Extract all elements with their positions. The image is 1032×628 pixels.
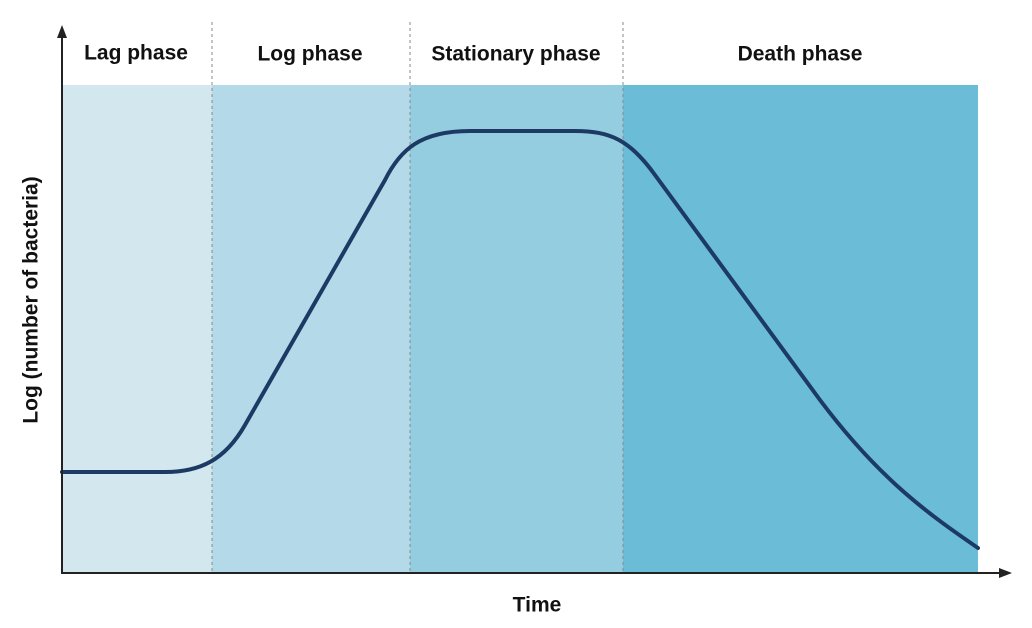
phase-label: Stationary phase <box>431 43 600 66</box>
lag-region <box>62 85 212 573</box>
axes <box>61 36 1000 574</box>
phase-label: Log phase <box>257 43 362 66</box>
death-region <box>623 85 978 573</box>
phase-dividers <box>211 22 624 573</box>
phase-label: Lag phase <box>84 42 188 65</box>
log-region <box>212 85 410 573</box>
growth-curve <box>60 129 980 550</box>
stationary-region <box>410 85 623 573</box>
phase-label: Death phase <box>738 43 863 66</box>
x-axis-label: Time <box>513 594 562 617</box>
x-axis-arrow <box>999 568 1012 578</box>
y-axis-arrow <box>57 25 67 38</box>
y-axis-label: Log (number of bacteria) <box>20 176 43 423</box>
